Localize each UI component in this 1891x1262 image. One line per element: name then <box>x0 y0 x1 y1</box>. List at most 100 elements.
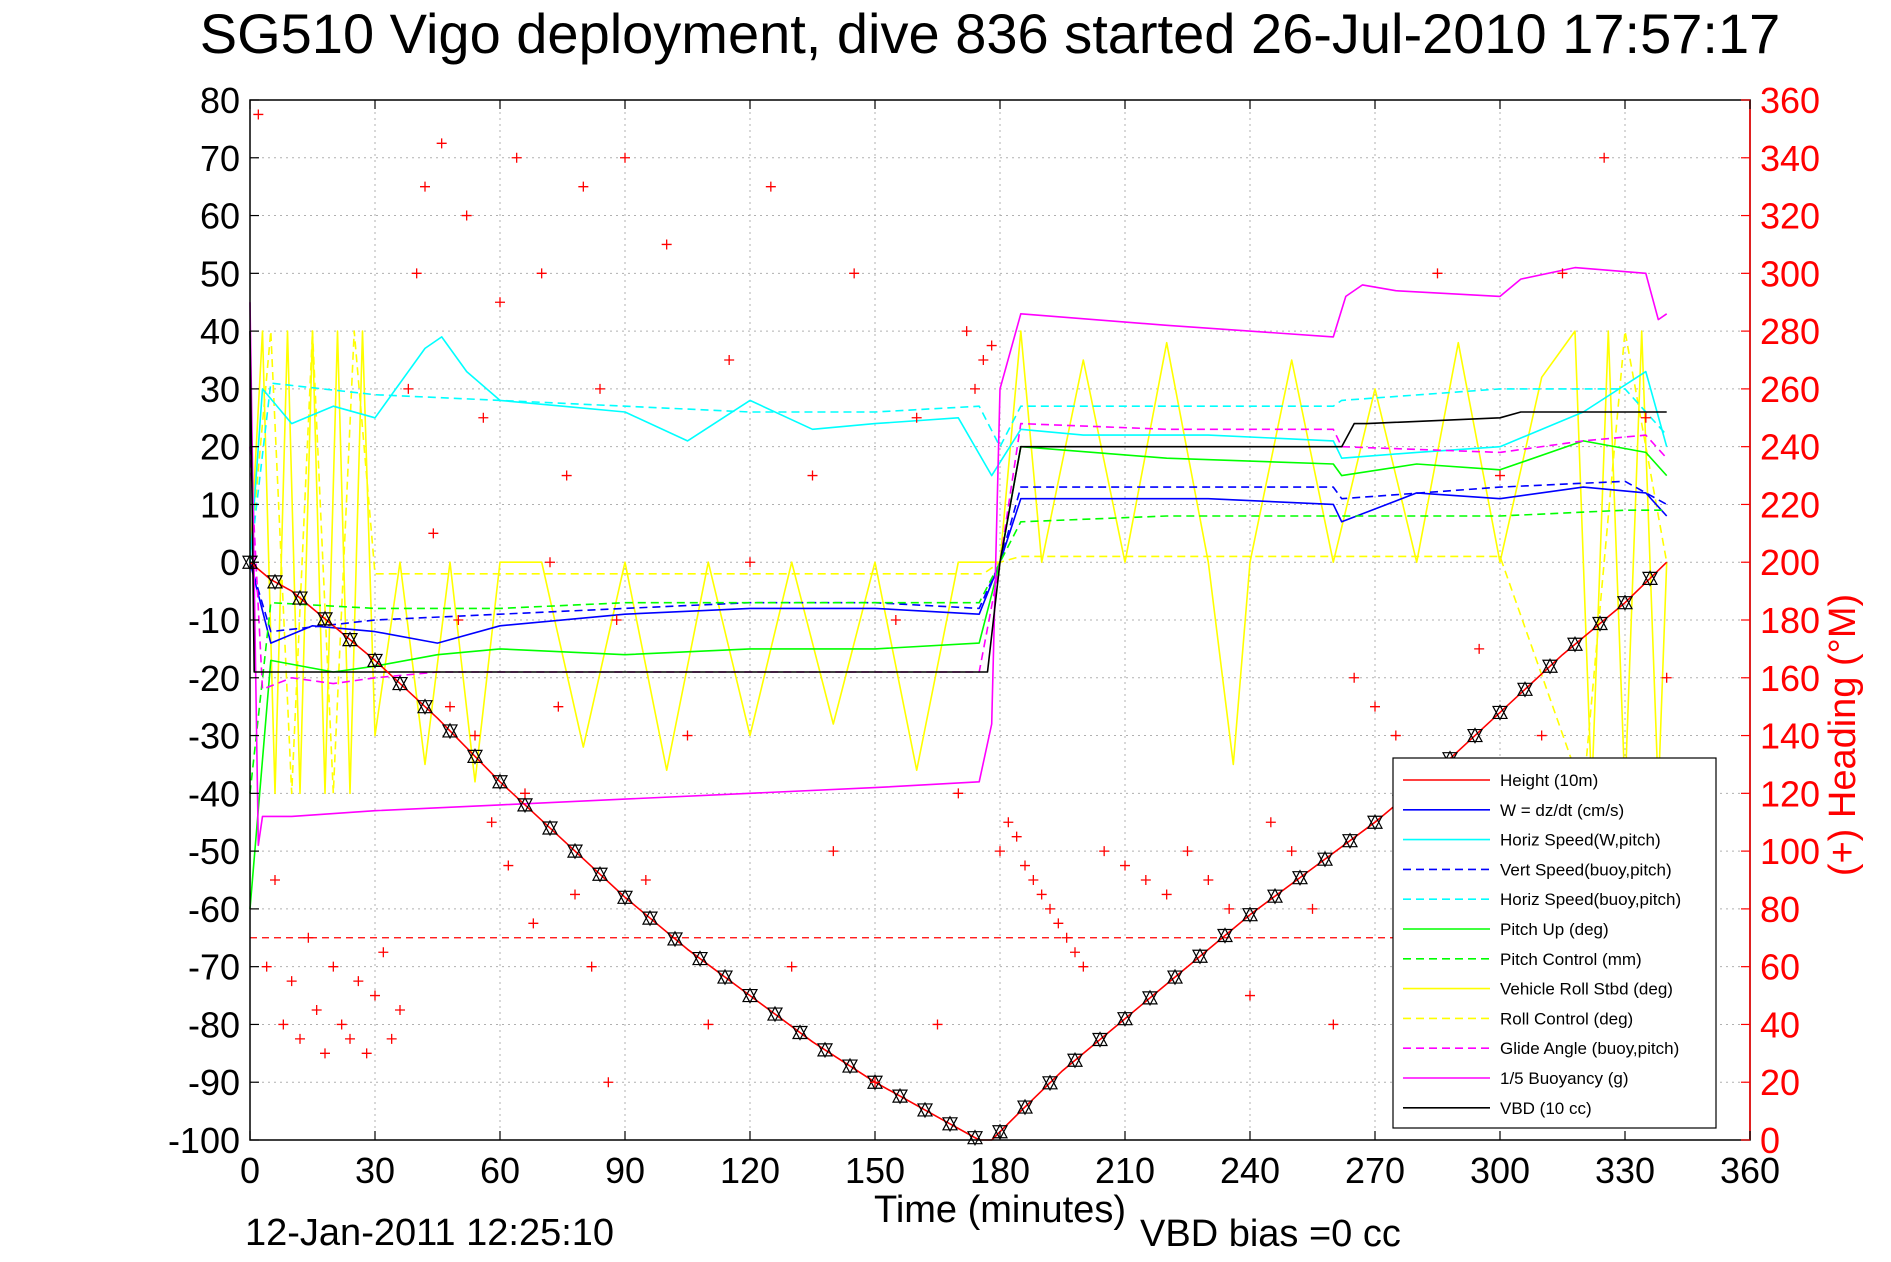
heading-point <box>336 1019 347 1030</box>
series-line-10 <box>249 266 1668 847</box>
vbd-marker-up <box>1366 813 1384 829</box>
heading-point <box>786 961 797 972</box>
x-tick-label: 150 <box>845 1150 905 1191</box>
right-tick-label: 60 <box>1760 947 1800 988</box>
heading-point <box>428 528 439 539</box>
heading-point <box>828 846 839 857</box>
series-line-6 <box>249 509 1667 794</box>
vbd-marker-up <box>541 819 559 835</box>
heading-point <box>303 932 314 943</box>
vbd-marker-up <box>316 610 334 626</box>
heading-point <box>1036 889 1047 900</box>
legend-entry: Horiz Speed(W,pitch) <box>1500 831 1661 850</box>
right-tick-label: 280 <box>1760 311 1820 352</box>
vbd-marker-up <box>1041 1074 1059 1090</box>
legend-entry: VBD (10 cc) <box>1500 1099 1592 1118</box>
heading-point <box>495 297 505 308</box>
vbd-marker-up <box>566 842 584 858</box>
heading-point <box>961 326 972 337</box>
right-tick-label: 0 <box>1760 1120 1780 1161</box>
legend-entry: 1/5 Buoyancy (g) <box>1500 1069 1629 1088</box>
heading-point <box>1328 1019 1339 1030</box>
vbd-marker-up <box>466 748 484 763</box>
y-tick-label: -90 <box>188 1062 240 1103</box>
heading-point <box>1120 860 1130 871</box>
heading-point <box>1495 470 1505 481</box>
legend-box <box>1392 757 1717 1129</box>
vbd-marker-up <box>841 1057 859 1073</box>
heading-point <box>1053 918 1064 929</box>
right-tick-label: 20 <box>1760 1062 1800 1103</box>
vbd-marker-up <box>716 968 734 984</box>
y-tick-label: -20 <box>188 658 240 699</box>
heading-point <box>561 470 572 481</box>
heading-point <box>1003 817 1014 828</box>
right-tick-label: 340 <box>1760 138 1820 179</box>
vbd-marker-up <box>391 675 409 691</box>
heading-point <box>478 412 489 423</box>
heading-point <box>353 976 364 987</box>
y-tick-label: -70 <box>188 947 240 988</box>
vbd-marker-up <box>1491 704 1509 720</box>
vbd-marker-up <box>941 1115 959 1131</box>
heading-point <box>1203 875 1214 885</box>
heading-point <box>378 947 389 958</box>
vbd-marker-up <box>1016 1098 1034 1114</box>
vbd-marker-up <box>691 950 709 966</box>
heading-point <box>511 152 522 163</box>
legend-entry: Glide Angle (buoy,pitch) <box>1500 1039 1679 1058</box>
heading-point <box>486 817 497 828</box>
heading-point <box>1070 947 1080 958</box>
vbd-marker-up <box>891 1087 909 1103</box>
heading-point <box>345 1033 355 1044</box>
heading-point <box>1061 932 1072 943</box>
heading-point <box>682 730 693 741</box>
heading-point <box>1078 961 1089 972</box>
vbd-marker-up <box>1516 681 1534 696</box>
heading-point <box>261 961 272 972</box>
y-tick-label: 0 <box>220 542 240 583</box>
x-tick-label: 120 <box>720 1150 780 1191</box>
series-line-8 <box>249 330 1668 795</box>
right-axis-ticks: 3603403203002802602402202001801601401201… <box>1741 80 1820 1161</box>
vbd-marker-up <box>741 987 759 1003</box>
heading-point <box>978 355 989 365</box>
heading-point <box>807 470 818 481</box>
heading-point <box>311 1005 322 1015</box>
y-axis-ticks: 80 70 60 50 40 30 20 10 0 -10 -20 -30 -40 -50 -60 -70 -8… <box>168 80 259 1161</box>
right-tick-label: 180 <box>1760 600 1820 641</box>
vbd-marker-up <box>916 1101 934 1117</box>
y-tick-label: -10 <box>188 600 240 641</box>
right-tick-label: 160 <box>1760 658 1820 699</box>
x-tick-label: 300 <box>1470 1150 1530 1191</box>
series-layer <box>241 266 1668 1146</box>
heading-point <box>1020 860 1030 871</box>
heading-point <box>1265 817 1276 828</box>
series-line-4 <box>249 382 1668 563</box>
legend-entry: Roll Control (deg) <box>1500 1009 1633 1028</box>
heading-point <box>724 355 735 365</box>
y-tick-label: 10 <box>200 484 240 525</box>
heading-point <box>640 875 651 885</box>
vbd-marker-up <box>1116 1010 1134 1026</box>
heading-point <box>1140 875 1151 885</box>
heading-point <box>1307 903 1318 914</box>
heading-point <box>436 138 447 149</box>
heading-point <box>970 383 980 394</box>
heading-point <box>395 1005 405 1015</box>
x-axis-label: Time (minutes) <box>874 1189 1126 1231</box>
heading-point <box>1161 889 1172 900</box>
heading-point <box>553 701 564 712</box>
vbd-marker-up <box>641 909 659 925</box>
y-tick-label: 80 <box>200 80 240 121</box>
vbd-marker-up <box>591 865 609 881</box>
right-tick-label: 360 <box>1760 80 1820 121</box>
heading-point <box>361 1048 372 1059</box>
y-tick-label: -30 <box>188 716 240 757</box>
heading-point <box>411 268 422 279</box>
heading-point <box>1390 730 1401 741</box>
heading-point <box>611 615 622 625</box>
vbd-marker-up <box>266 573 284 589</box>
timestamp-footer: 12-Jan-2011 12:25:10 <box>245 1212 614 1254</box>
heading-point <box>445 701 455 712</box>
